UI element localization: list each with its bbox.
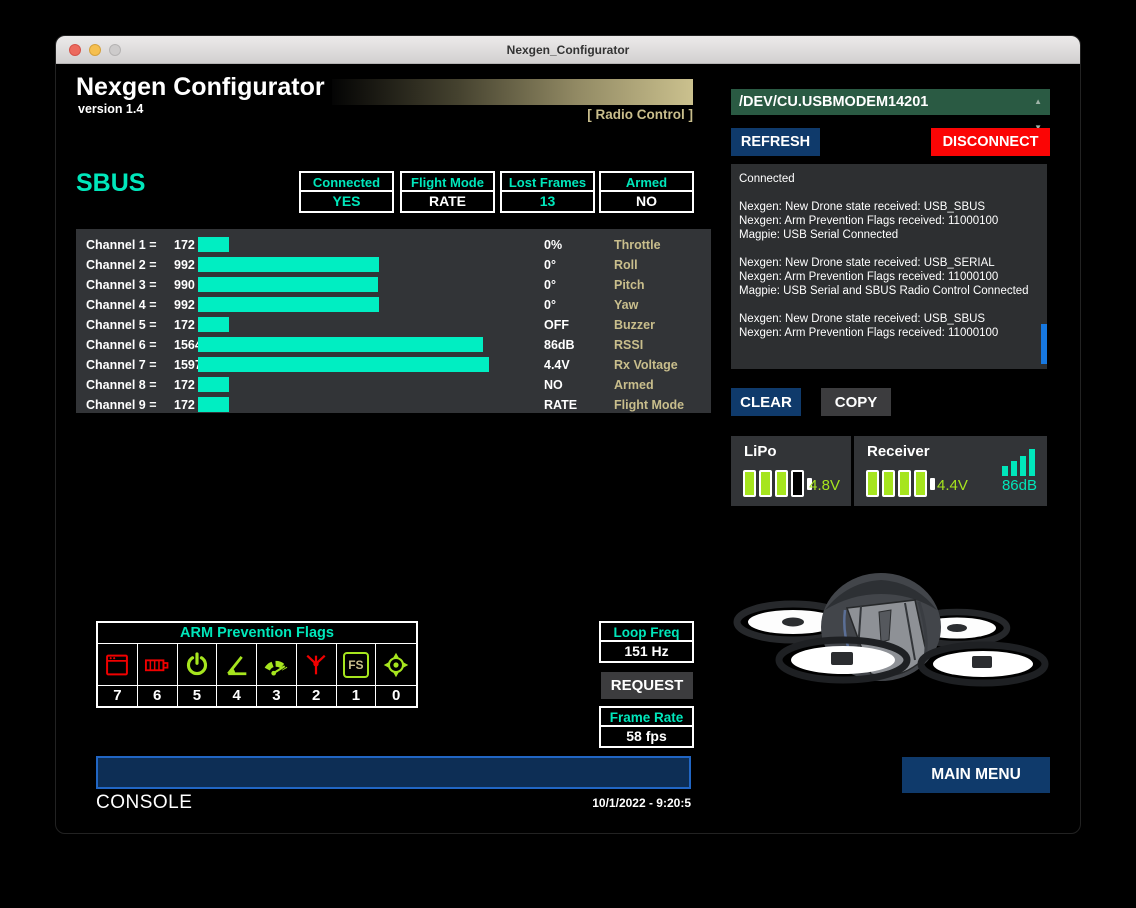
app-window: Nexgen_Configurator Nexgen Configurator …: [55, 35, 1081, 834]
flag-bit: 4: [217, 686, 257, 706]
receiver-voltage: 4.4V: [937, 477, 968, 494]
radio-control-mode-label: [ Radio Control ]: [587, 107, 693, 122]
flag-bit: 3: [257, 686, 297, 706]
channel-bar: [198, 337, 483, 352]
channel-row: Channel 9 = 172 RATE Flight Mode: [86, 397, 685, 412]
channel-bar: [198, 297, 379, 312]
arm-flags-title: ARM Prevention Flags: [98, 623, 416, 644]
header-gradient-bar: [332, 79, 693, 105]
flag-bit: 6: [138, 686, 178, 706]
frame-rate-box: Frame Rate 58 fps: [599, 706, 694, 748]
clear-log-button[interactable]: CLEAR: [731, 388, 801, 416]
channel-bar: [198, 317, 229, 332]
log-output[interactable]: Connected Nexgen: New Drone state receiv…: [731, 164, 1047, 369]
lipo-battery-panel: LiPo 4.8V: [731, 436, 851, 506]
serial-port-select[interactable]: /DEV/CU.USBMODEM14201 ▲▼: [731, 89, 1050, 132]
channel-row: Channel 2 = 992 0° Roll: [86, 257, 638, 272]
log-scrollbar-thumb[interactable]: [1041, 324, 1047, 364]
chevron-updown-icon: ▲▼: [1034, 97, 1042, 132]
lipo-title: LiPo: [744, 443, 777, 460]
gauge-icon: [257, 644, 297, 686]
channel-row: Channel 8 = 172 NO Armed: [86, 377, 654, 392]
channel-bar: [198, 277, 378, 292]
receiver-battery-icon: [866, 470, 935, 497]
main-menu-button[interactable]: MAIN MENU: [902, 757, 1050, 793]
arm-prevention-flags-table: ARM Prevention Flags: [96, 621, 418, 708]
flag-bit: 2: [297, 686, 337, 706]
angle-icon: [217, 644, 257, 686]
channel-row: Channel 1 = 172 0% Throttle: [86, 237, 661, 252]
channel-bar: [198, 397, 229, 412]
title-bar[interactable]: Nexgen_Configurator: [56, 36, 1080, 64]
zoom-window-button[interactable]: [109, 44, 121, 56]
request-button[interactable]: REQUEST: [601, 672, 693, 699]
lipo-voltage: 4.8V: [809, 477, 840, 494]
signal-strength-icon: [1002, 449, 1035, 476]
minimize-window-button[interactable]: [89, 44, 101, 56]
flag-bit: 7: [98, 686, 138, 706]
lipo-battery-icon: [743, 470, 812, 497]
channels-panel: Channel 1 = 172 0% Throttle Channel 2 = …: [76, 229, 711, 413]
console-input-bar[interactable]: [96, 756, 691, 789]
serial-port-value: /DEV/CU.USBMODEM14201: [739, 94, 929, 110]
status-box-lost-frames: Lost Frames 13: [500, 171, 595, 213]
flag-bit: 0: [391, 687, 401, 704]
channel-row: Channel 7 = 1597 4.4V Rx Voltage: [86, 357, 678, 372]
receiver-battery-panel: Receiver 4.4V 86dB: [854, 436, 1047, 506]
channel-bar: [198, 237, 229, 252]
disconnect-button[interactable]: DISCONNECT: [931, 128, 1050, 156]
refresh-button[interactable]: REFRESH: [731, 128, 820, 156]
timestamp: 10/1/2022 - 9:20:5: [592, 796, 691, 810]
protocol-label: SBUS: [76, 169, 146, 197]
app-window-icon: [98, 644, 138, 686]
channel-bar: [198, 377, 229, 392]
channel-row: Channel 3 = 990 0° Pitch: [86, 277, 645, 292]
battery-low-icon: [137, 644, 178, 686]
console-label: CONSOLE: [96, 792, 193, 813]
antenna-icon: [296, 644, 337, 686]
status-box-flight-mode: Flight Mode RATE: [400, 171, 495, 213]
channel-bar: [198, 357, 489, 372]
flag-bit: 1: [337, 686, 377, 706]
channel-bar: [198, 257, 379, 272]
power-icon: [177, 644, 218, 686]
channel-row: Channel 6 = 1564 86dB RSSI: [86, 337, 644, 352]
status-box-connected: Connected YES: [299, 171, 394, 213]
copy-log-button[interactable]: COPY: [821, 388, 891, 416]
drone-image: [733, 573, 1049, 687]
channel-row: Channel 4 = 992 0° Yaw: [86, 297, 639, 312]
app-version: version 1.4: [78, 102, 144, 116]
receiver-title: Receiver: [867, 443, 930, 460]
status-box-armed: Armed NO: [599, 171, 694, 213]
failsafe-icon: FS: [336, 644, 377, 686]
gps-target-icon: [376, 644, 416, 686]
flag-bit: 5: [178, 686, 218, 706]
window-title: Nexgen_Configurator: [506, 43, 630, 57]
close-window-button[interactable]: [69, 44, 81, 56]
channel-row: Channel 5 = 172 OFF Buzzer: [86, 317, 655, 332]
loop-freq-box: Loop Freq 151 Hz: [599, 621, 694, 663]
receiver-rssi: 86dB: [1001, 477, 1037, 494]
app-title: Nexgen Configurator: [76, 73, 325, 101]
